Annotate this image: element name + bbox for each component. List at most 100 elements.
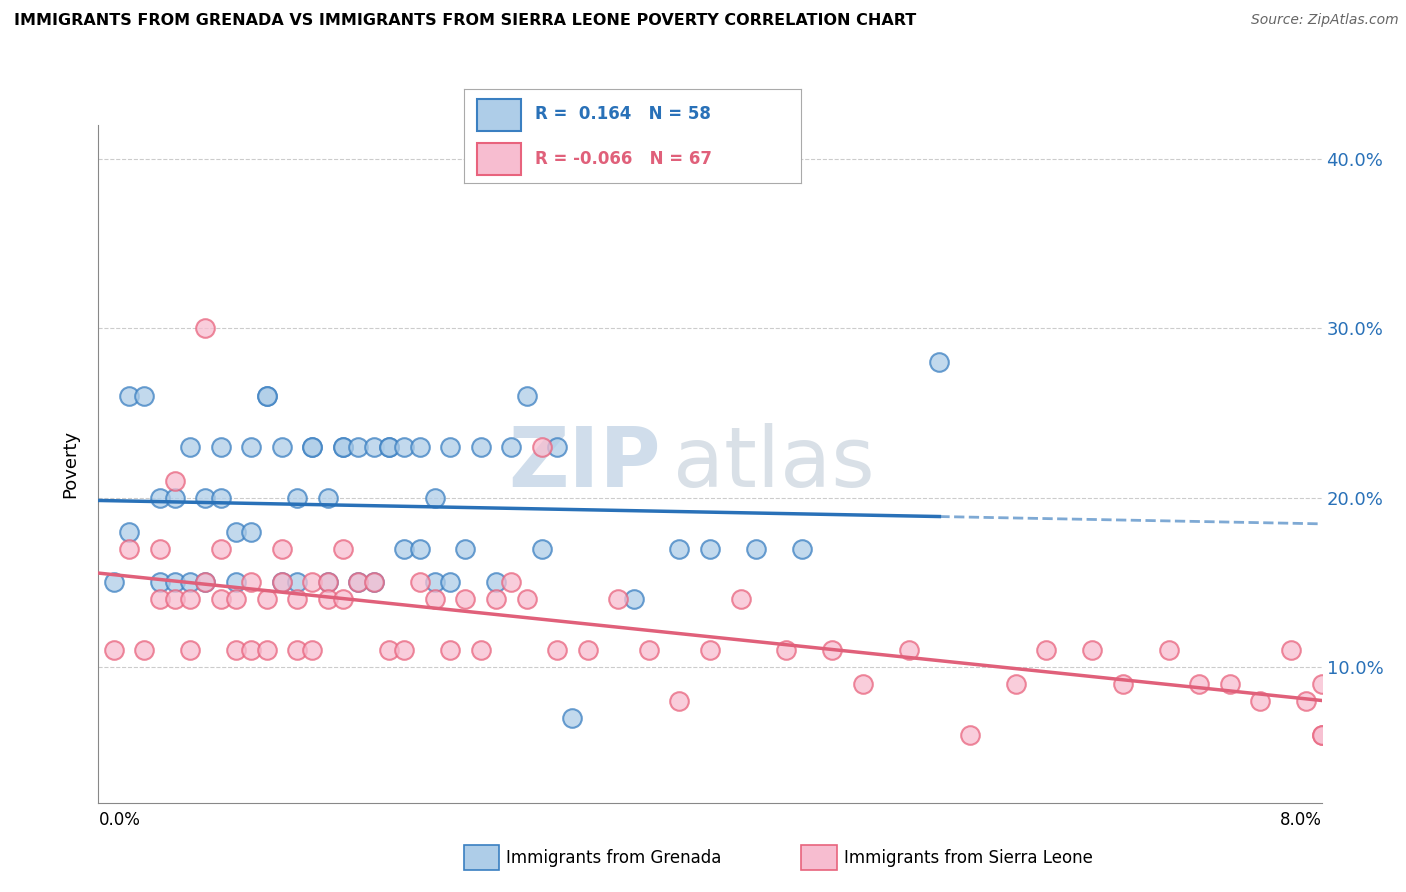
Point — [209, 440, 232, 454]
Text: atlas: atlas — [673, 424, 875, 504]
Point — [485, 592, 508, 607]
Point — [209, 491, 232, 505]
Point — [1310, 728, 1333, 742]
Point — [454, 592, 477, 607]
Point — [1310, 728, 1333, 742]
Point — [561, 711, 583, 725]
Point — [347, 575, 370, 590]
Point — [103, 575, 125, 590]
Point — [959, 728, 981, 742]
Point — [163, 575, 186, 590]
Point — [285, 575, 308, 590]
Point — [103, 643, 125, 657]
Point — [470, 440, 492, 454]
Point — [607, 592, 630, 607]
Point — [301, 440, 323, 454]
Point — [408, 440, 430, 454]
Text: Source: ZipAtlas.com: Source: ZipAtlas.com — [1251, 13, 1399, 28]
Point — [1004, 677, 1026, 691]
Point — [316, 575, 339, 590]
Point — [347, 575, 370, 590]
Point — [270, 575, 294, 590]
Point — [546, 440, 568, 454]
Point — [730, 592, 752, 607]
Point — [1081, 643, 1104, 657]
Point — [240, 524, 263, 539]
Point — [485, 575, 508, 590]
Point — [699, 541, 721, 556]
Point — [821, 643, 844, 657]
Text: IMMIGRANTS FROM GRENADA VS IMMIGRANTS FROM SIERRA LEONE POVERTY CORRELATION CHAR: IMMIGRANTS FROM GRENADA VS IMMIGRANTS FR… — [14, 13, 917, 29]
Point — [516, 592, 538, 607]
Point — [1310, 677, 1333, 691]
Point — [1219, 677, 1241, 691]
Point — [1279, 643, 1302, 657]
Point — [332, 592, 354, 607]
Point — [225, 524, 247, 539]
Point — [439, 440, 461, 454]
Point — [1112, 677, 1135, 691]
Point — [301, 643, 323, 657]
Point — [363, 575, 385, 590]
Point — [149, 541, 172, 556]
Point — [1188, 677, 1211, 691]
FancyBboxPatch shape — [478, 143, 522, 176]
Point — [423, 575, 446, 590]
Point — [194, 491, 217, 505]
Text: 0.0%: 0.0% — [98, 812, 141, 830]
Point — [285, 643, 308, 657]
Point — [301, 575, 323, 590]
Point — [256, 389, 278, 403]
Point — [637, 643, 661, 657]
Point — [209, 541, 232, 556]
Point — [378, 643, 401, 657]
Point — [285, 491, 308, 505]
Point — [134, 643, 156, 657]
Text: R = -0.066   N = 67: R = -0.066 N = 67 — [534, 150, 711, 168]
Point — [897, 643, 920, 657]
Point — [270, 440, 294, 454]
Point — [363, 440, 385, 454]
Point — [928, 355, 950, 369]
Text: ZIP: ZIP — [509, 424, 661, 504]
Point — [118, 524, 141, 539]
Point — [179, 643, 201, 657]
Point — [149, 592, 172, 607]
Point — [392, 440, 416, 454]
Point — [194, 575, 217, 590]
Point — [423, 491, 446, 505]
Point — [668, 694, 690, 708]
Point — [668, 541, 690, 556]
Point — [392, 541, 416, 556]
Point — [546, 643, 568, 657]
Text: 8.0%: 8.0% — [1279, 812, 1322, 830]
Point — [439, 643, 461, 657]
Point — [392, 643, 416, 657]
Text: Immigrants from Sierra Leone: Immigrants from Sierra Leone — [844, 849, 1092, 867]
Point — [470, 643, 492, 657]
Point — [775, 643, 797, 657]
Point — [1249, 694, 1271, 708]
Point — [240, 643, 263, 657]
Point — [163, 474, 186, 488]
Point — [408, 575, 430, 590]
Point — [347, 440, 370, 454]
Point — [316, 575, 339, 590]
Point — [209, 592, 232, 607]
Point — [256, 643, 278, 657]
Point — [745, 541, 768, 556]
Point — [118, 541, 141, 556]
Point — [790, 541, 813, 556]
Point — [501, 440, 523, 454]
Point — [285, 592, 308, 607]
Point — [423, 592, 446, 607]
Point — [240, 575, 263, 590]
Point — [576, 643, 599, 657]
Point — [270, 541, 294, 556]
Point — [501, 575, 523, 590]
Point — [179, 575, 201, 590]
Point — [530, 541, 553, 556]
Y-axis label: Poverty: Poverty — [62, 430, 80, 498]
Point — [1035, 643, 1057, 657]
Point — [179, 440, 201, 454]
